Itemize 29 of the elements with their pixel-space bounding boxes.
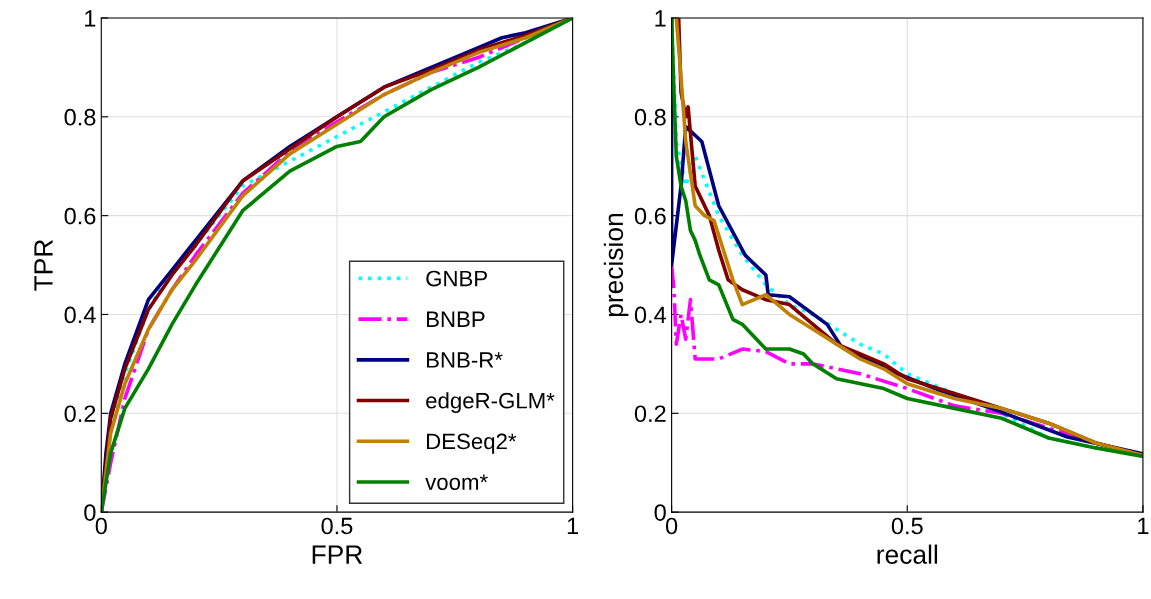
y-tick-label: 1 — [85, 10, 96, 27]
line-series — [101, 17, 573, 513]
y-tick-label: 0.4 — [634, 306, 667, 324]
y-tick-label: 0.6 — [634, 207, 666, 225]
y-tick-label: 1 — [655, 10, 666, 27]
x-tick-label: 1 — [1138, 517, 1149, 535]
legend-label: DESeq2* — [426, 433, 517, 454]
legend-label: BNB-R* — [426, 352, 503, 368]
legend-label: BNBP — [426, 311, 485, 327]
y-tick-label: 0.4 — [64, 306, 96, 324]
x-tick-label: 0.5 — [321, 517, 353, 535]
x-tick-label: 0 — [665, 517, 678, 535]
legend-label: edgeR-GLM* — [426, 392, 555, 413]
x-tick-label: 1 — [567, 517, 579, 535]
y-tick-label: 0.2 — [64, 405, 96, 423]
y-tick-label: 0.8 — [64, 108, 96, 126]
y-axis-title: precision — [603, 213, 629, 317]
y-tick-label: 0.6 — [64, 207, 96, 225]
x-axis-title: FPR — [312, 545, 363, 564]
y-tick-label: 0.8 — [634, 108, 666, 126]
x-tick-label: 0 — [95, 517, 107, 535]
legend-label: voom* — [425, 474, 488, 490]
x-tick-label: 0.5 — [891, 517, 923, 535]
legend-label: GNBP — [426, 270, 487, 287]
y-tick-label: 0 — [654, 504, 666, 521]
y-tick-label: 0 — [84, 504, 96, 521]
y-axis-title: TPR — [34, 239, 53, 291]
x-axis-title: recall — [877, 544, 938, 564]
y-tick-label: 0.2 — [634, 405, 666, 423]
